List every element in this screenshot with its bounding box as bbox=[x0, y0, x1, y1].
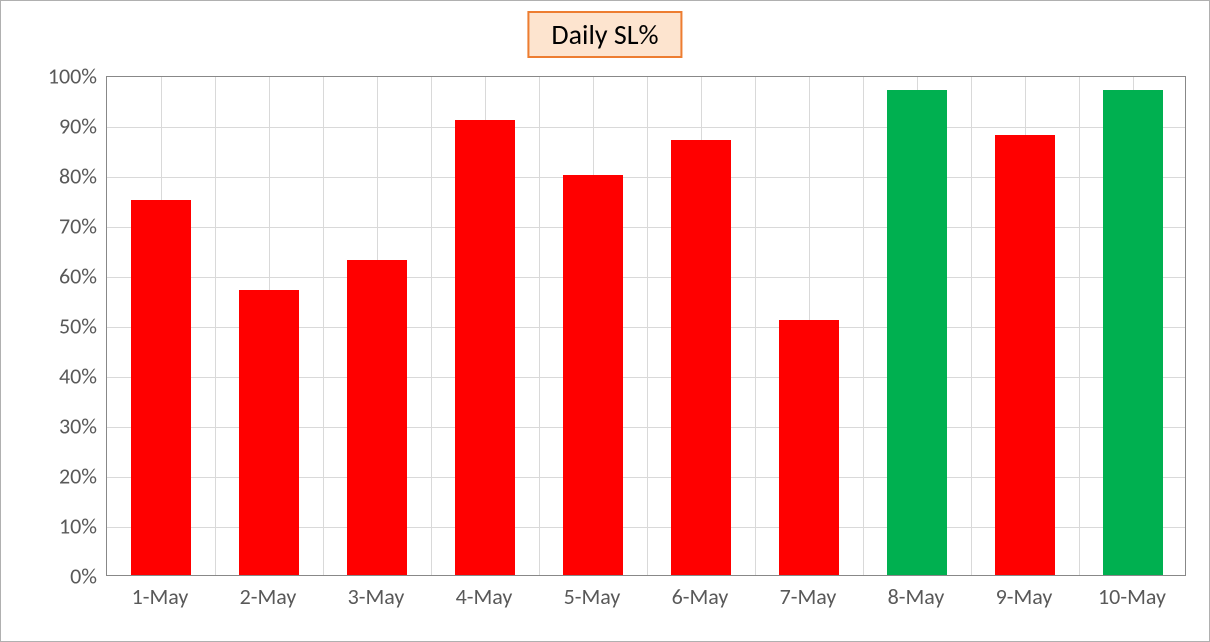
bar bbox=[671, 140, 731, 575]
y-tick-label: 80% bbox=[17, 163, 97, 190]
bar bbox=[1103, 90, 1163, 575]
x-tick-label: 9-May bbox=[996, 583, 1053, 610]
bar bbox=[455, 120, 515, 575]
gridline-v bbox=[1079, 77, 1080, 575]
x-tick-label: 5-May bbox=[564, 583, 621, 610]
y-tick-label: 50% bbox=[17, 313, 97, 340]
bar bbox=[995, 135, 1055, 575]
y-tick-label: 30% bbox=[17, 413, 97, 440]
x-tick-label: 1-May bbox=[132, 583, 189, 610]
bar bbox=[563, 175, 623, 575]
x-tick-label: 6-May bbox=[672, 583, 729, 610]
x-tick-label: 7-May bbox=[780, 583, 837, 610]
gridline-v bbox=[755, 77, 756, 575]
bar bbox=[347, 260, 407, 575]
gridline-v bbox=[215, 77, 216, 575]
bar bbox=[779, 320, 839, 575]
y-tick-label: 70% bbox=[17, 213, 97, 240]
bar bbox=[131, 200, 191, 575]
x-tick-label: 2-May bbox=[240, 583, 297, 610]
x-tick-label: 3-May bbox=[348, 583, 405, 610]
y-tick-label: 60% bbox=[17, 263, 97, 290]
x-tick-label: 10-May bbox=[1098, 583, 1166, 610]
gridline-v bbox=[971, 77, 972, 575]
y-tick-label: 0% bbox=[17, 563, 97, 590]
gridline-v bbox=[647, 77, 648, 575]
y-tick-label: 100% bbox=[17, 63, 97, 90]
gridline-v bbox=[539, 77, 540, 575]
gridline-v bbox=[431, 77, 432, 575]
x-tick-label: 4-May bbox=[456, 583, 513, 610]
gridline-v bbox=[323, 77, 324, 575]
bar bbox=[239, 290, 299, 575]
chart-container: Daily SL% 0% 10% 20% 30% 40% 50% 60% 70% 80% 90% 1… bbox=[0, 0, 1210, 642]
gridline-v bbox=[863, 77, 864, 575]
bar bbox=[887, 90, 947, 575]
y-tick-label: 90% bbox=[17, 113, 97, 140]
y-tick-label: 20% bbox=[17, 463, 97, 490]
y-tick-label: 10% bbox=[17, 513, 97, 540]
y-tick-label: 40% bbox=[17, 363, 97, 390]
chart-title: Daily SL% bbox=[527, 11, 682, 58]
plot-area bbox=[106, 76, 1186, 576]
x-tick-label: 8-May bbox=[888, 583, 945, 610]
